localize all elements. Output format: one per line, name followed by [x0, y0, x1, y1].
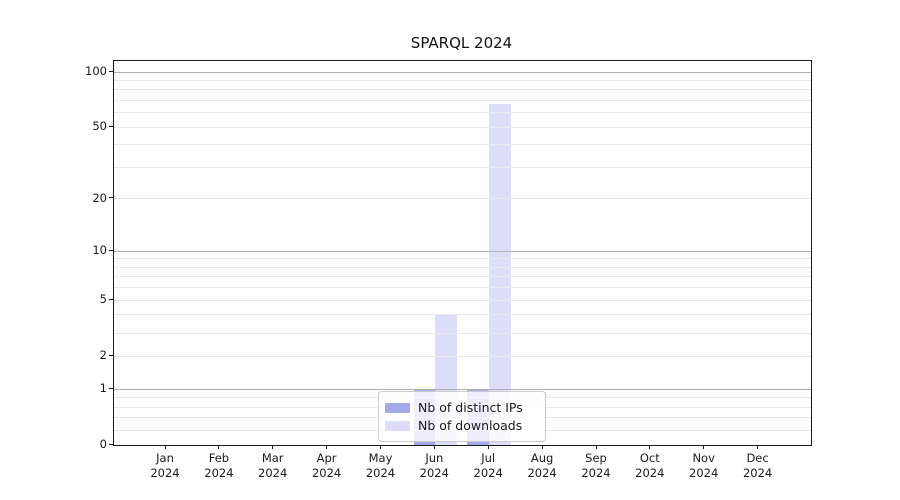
bars-layer [114, 61, 811, 445]
x-tick-mark [487, 445, 489, 449]
legend-label: Nb of distinct IPs [418, 400, 523, 415]
x-tick-mark [218, 445, 220, 449]
y-tick-mark [109, 197, 113, 199]
legend-entry: Nb of downloads [385, 418, 539, 433]
x-tick-label: May 2024 [365, 451, 396, 480]
x-tick-mark [703, 445, 705, 449]
x-tick-label: Sep 2024 [581, 451, 611, 480]
y-tick-label: 100 [85, 64, 107, 78]
y-tick-label: 0 [99, 437, 107, 451]
x-tick-mark [541, 445, 543, 449]
x-tick-mark [326, 445, 328, 449]
x-tick-label: Jun 2024 [419, 451, 449, 480]
legend-entry: Nb of distinct IPs [385, 400, 539, 415]
x-tick-mark [649, 445, 651, 449]
y-tick-mark [109, 125, 113, 127]
y-tick-mark [109, 443, 113, 445]
x-tick-label: Nov 2024 [689, 451, 719, 480]
x-tick-label: Feb 2024 [204, 451, 234, 480]
y-tick-label: 1 [99, 381, 107, 395]
legend-swatch-icon [385, 420, 410, 431]
x-tick-label: Oct 2024 [635, 451, 665, 480]
x-tick-label: Jan 2024 [150, 451, 180, 480]
x-tick-mark [757, 445, 759, 449]
x-tick-mark [164, 445, 166, 449]
legend-swatch-icon [385, 402, 410, 413]
plot-area: Nb of distinct IPs Nb of downloads [113, 60, 812, 446]
y-tick-label: 10 [92, 243, 107, 258]
y-tick-label: 20 [92, 190, 107, 205]
y-tick-label: 50 [92, 119, 107, 134]
x-tick-mark [595, 445, 597, 449]
chart-title: SPARQL 2024 [410, 34, 513, 52]
x-tick-label: Dec 2024 [742, 451, 773, 480]
y-tick-mark [109, 387, 113, 389]
y-tick-label: 5 [99, 292, 107, 307]
bar-nb-of-downloads [489, 104, 511, 445]
x-tick-mark [433, 445, 435, 449]
legend-label: Nb of downloads [418, 418, 523, 433]
x-tick-label: Aug 2024 [527, 451, 557, 480]
x-tick-label: Jul 2024 [473, 451, 503, 480]
y-tick-mark [109, 354, 113, 356]
legend: Nb of distinct IPs Nb of downloads [378, 391, 546, 442]
y-tick-mark [109, 298, 113, 300]
x-tick-mark [272, 445, 274, 449]
x-tick-label: Mar 2024 [258, 451, 288, 480]
y-tick-mark [109, 70, 113, 72]
y-tick-mark [109, 249, 113, 251]
y-tick-label: 2 [99, 348, 107, 363]
x-tick-label: Apr 2024 [311, 451, 342, 480]
x-tick-mark [380, 445, 381, 449]
